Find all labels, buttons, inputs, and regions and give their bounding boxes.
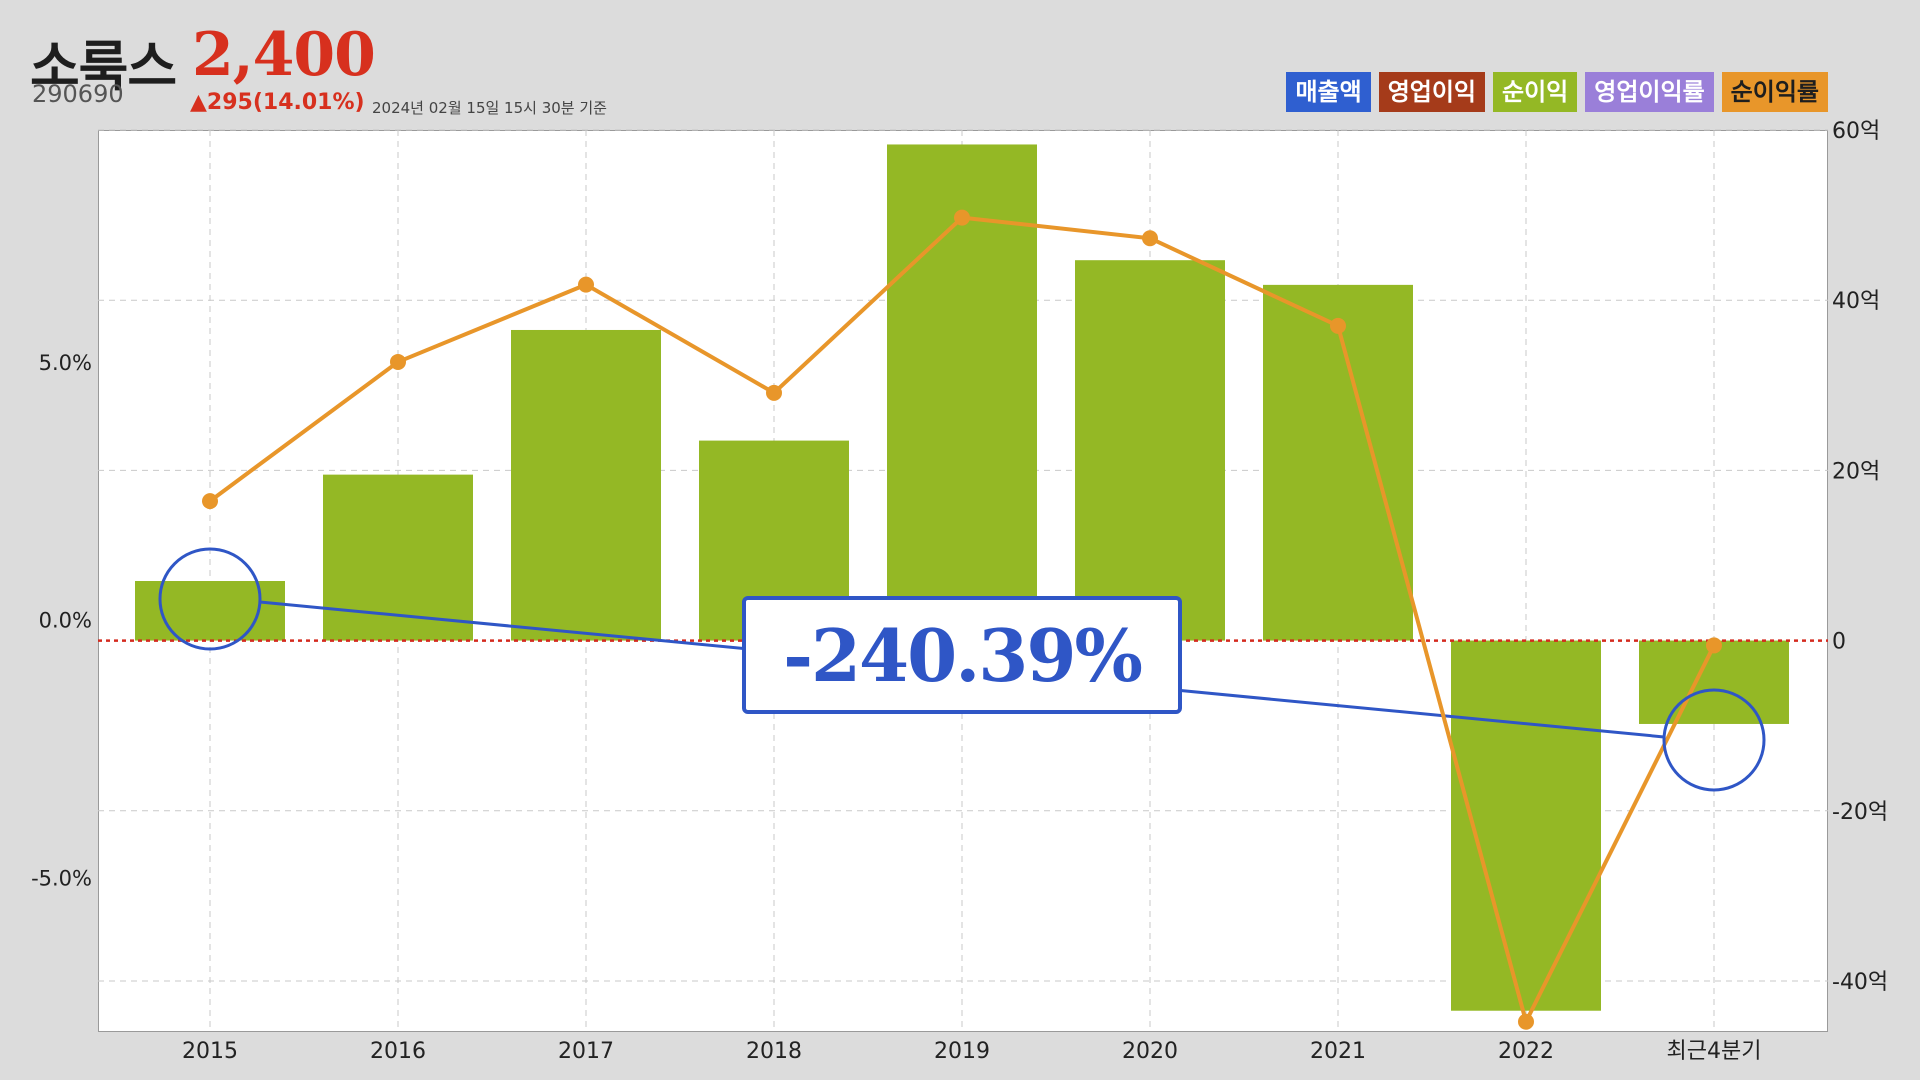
chart-legend: 매출액 영업이익 순이익 영업이익률 순이익률 [1286, 72, 1828, 112]
x-tick-label: 최근4분기 [1667, 1039, 1762, 1064]
y-right-tick-label: 60억 [1832, 119, 1880, 144]
net-margin-point-2021 [1330, 317, 1346, 334]
x-tick-label: 2018 [746, 1039, 802, 1064]
x-tick-label: 2015 [182, 1039, 238, 1064]
y-left-tick-label: 0.0% [39, 609, 92, 633]
x-tick-label: 2016 [370, 1039, 426, 1064]
bar-최근4분기 [1639, 640, 1789, 724]
legend-operating-income[interactable]: 영업이익 [1378, 72, 1486, 112]
legend-revenue[interactable]: 매출액 [1286, 72, 1371, 112]
bar-2016 [323, 474, 473, 641]
net-margin-point-최근4분기 [1706, 637, 1722, 654]
bar-2020 [1075, 260, 1225, 641]
legend-net-margin[interactable]: 순이익률 [1721, 72, 1828, 112]
net-margin-point-2018 [766, 384, 782, 401]
net-margin-point-2015 [202, 493, 218, 510]
y-right-tick-label: -20억 [1832, 800, 1888, 825]
legend-net-income[interactable]: 순이익 [1493, 72, 1578, 112]
net-margin-point-2017 [578, 276, 594, 293]
bar-2017 [511, 329, 661, 641]
y-right-tick-label: -40억 [1832, 970, 1888, 995]
x-tick-label: 2022 [1498, 1039, 1554, 1064]
bar-2021 [1263, 284, 1413, 641]
y-left-tick-label: -5.0% [31, 866, 92, 890]
as-of-timestamp: 2024년 02월 15일 15시 30분 기준 [372, 99, 607, 117]
x-tick-label: 2021 [1310, 1039, 1366, 1064]
bar-2022 [1451, 640, 1601, 1011]
net-margin-point-2020 [1142, 230, 1158, 247]
net-margin-callout: -240.39% [742, 596, 1182, 714]
y-right-tick-label: 40억 [1832, 289, 1880, 314]
bar-2019 [887, 144, 1037, 641]
stock-code: 290690 [32, 80, 124, 108]
stock-price: 2,400 [192, 20, 376, 90]
y-right-tick-label: 20억 [1832, 459, 1880, 484]
net-margin-point-2016 [390, 353, 406, 370]
company-name: 소룩스 [30, 35, 177, 98]
legend-operating-margin[interactable]: 영업이익률 [1585, 72, 1714, 112]
x-tick-label: 2017 [558, 1039, 614, 1064]
bar-2015 [135, 581, 285, 641]
net-margin-point-2019 [954, 209, 970, 226]
highlight-circle-start [158, 547, 262, 651]
x-tick-label: 2020 [1122, 1039, 1178, 1064]
x-tick-label: 2019 [934, 1039, 990, 1064]
y-left-tick-label: 5.0% [39, 351, 92, 375]
net-margin-point-2022 [1518, 1013, 1534, 1030]
highlight-circle-end [1662, 688, 1766, 792]
y-right-tick-label: 0 [1832, 630, 1846, 655]
price-change: ▲295(14.01%) [190, 90, 365, 115]
